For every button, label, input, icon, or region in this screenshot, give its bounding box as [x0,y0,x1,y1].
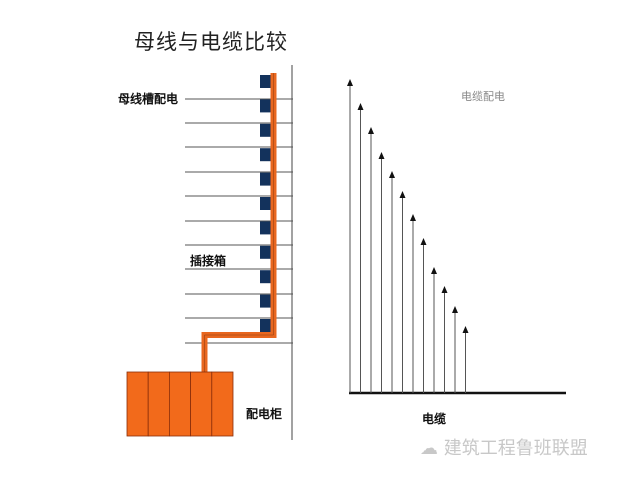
switchgear-section [211,371,234,437]
plug-box [260,197,271,210]
cable-arrow-icon [420,238,427,245]
busbar-outline [204,73,274,372]
switchgear-section [147,371,170,437]
plug-box [260,148,271,162]
busway-label: 母线槽配电 [118,92,179,106]
cable-arrow-icon [410,214,416,221]
cable-arrow-icon [452,306,458,313]
cable-arrow-icon [389,171,395,178]
plug-box [260,294,271,308]
cable-arrow-icon [462,326,469,333]
plug-box [260,270,271,284]
cable-label: 电缆 [422,412,447,426]
plug-box [260,221,271,235]
watermark: ☁ 建筑工程鲁班联盟 [420,438,588,459]
plug-box [260,172,271,186]
plug-box-label: 插接箱 [190,254,227,268]
plug-box [260,75,271,88]
plug-box [260,245,271,259]
plug-box [260,99,271,113]
cable-arrow-icon [431,267,437,274]
switchgear-section [168,371,191,437]
cable-distribution-label: 电缆配电 [461,90,505,103]
cable-arrow-icon [368,127,374,134]
wechat-icon: ☁ [420,438,444,459]
switchgear-section [190,371,213,437]
switchgear-section [126,371,149,437]
cable-arrow-icon [357,103,364,110]
switchgear-label: 配电柜 [246,407,283,421]
cable-arrow-icon [378,152,385,159]
cable-arrow-icon [347,79,353,86]
cable-arrow-icon [399,191,406,198]
plug-box [260,319,271,332]
plug-box [260,123,271,137]
page-title: 母线与电缆比较 [134,30,288,54]
cable-arrow-icon [441,286,448,293]
